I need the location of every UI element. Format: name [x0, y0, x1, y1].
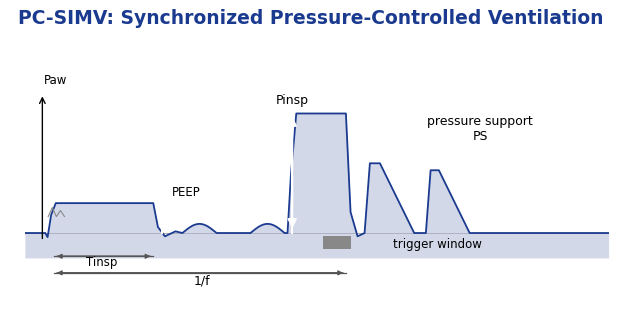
Bar — [322, 236, 351, 249]
Text: pressure support
PS: pressure support PS — [427, 115, 533, 143]
Text: PC-SIMV: Synchronized Pressure-Controlled Ventilation: PC-SIMV: Synchronized Pressure-Controlle… — [18, 9, 603, 28]
Text: Tinsp: Tinsp — [86, 256, 117, 269]
Text: 1/f: 1/f — [194, 274, 211, 288]
Text: Pinsp: Pinsp — [276, 94, 309, 106]
Text: PEEP: PEEP — [172, 186, 201, 199]
Text: trigger window: trigger window — [392, 238, 481, 251]
Text: Paw: Paw — [44, 74, 68, 87]
